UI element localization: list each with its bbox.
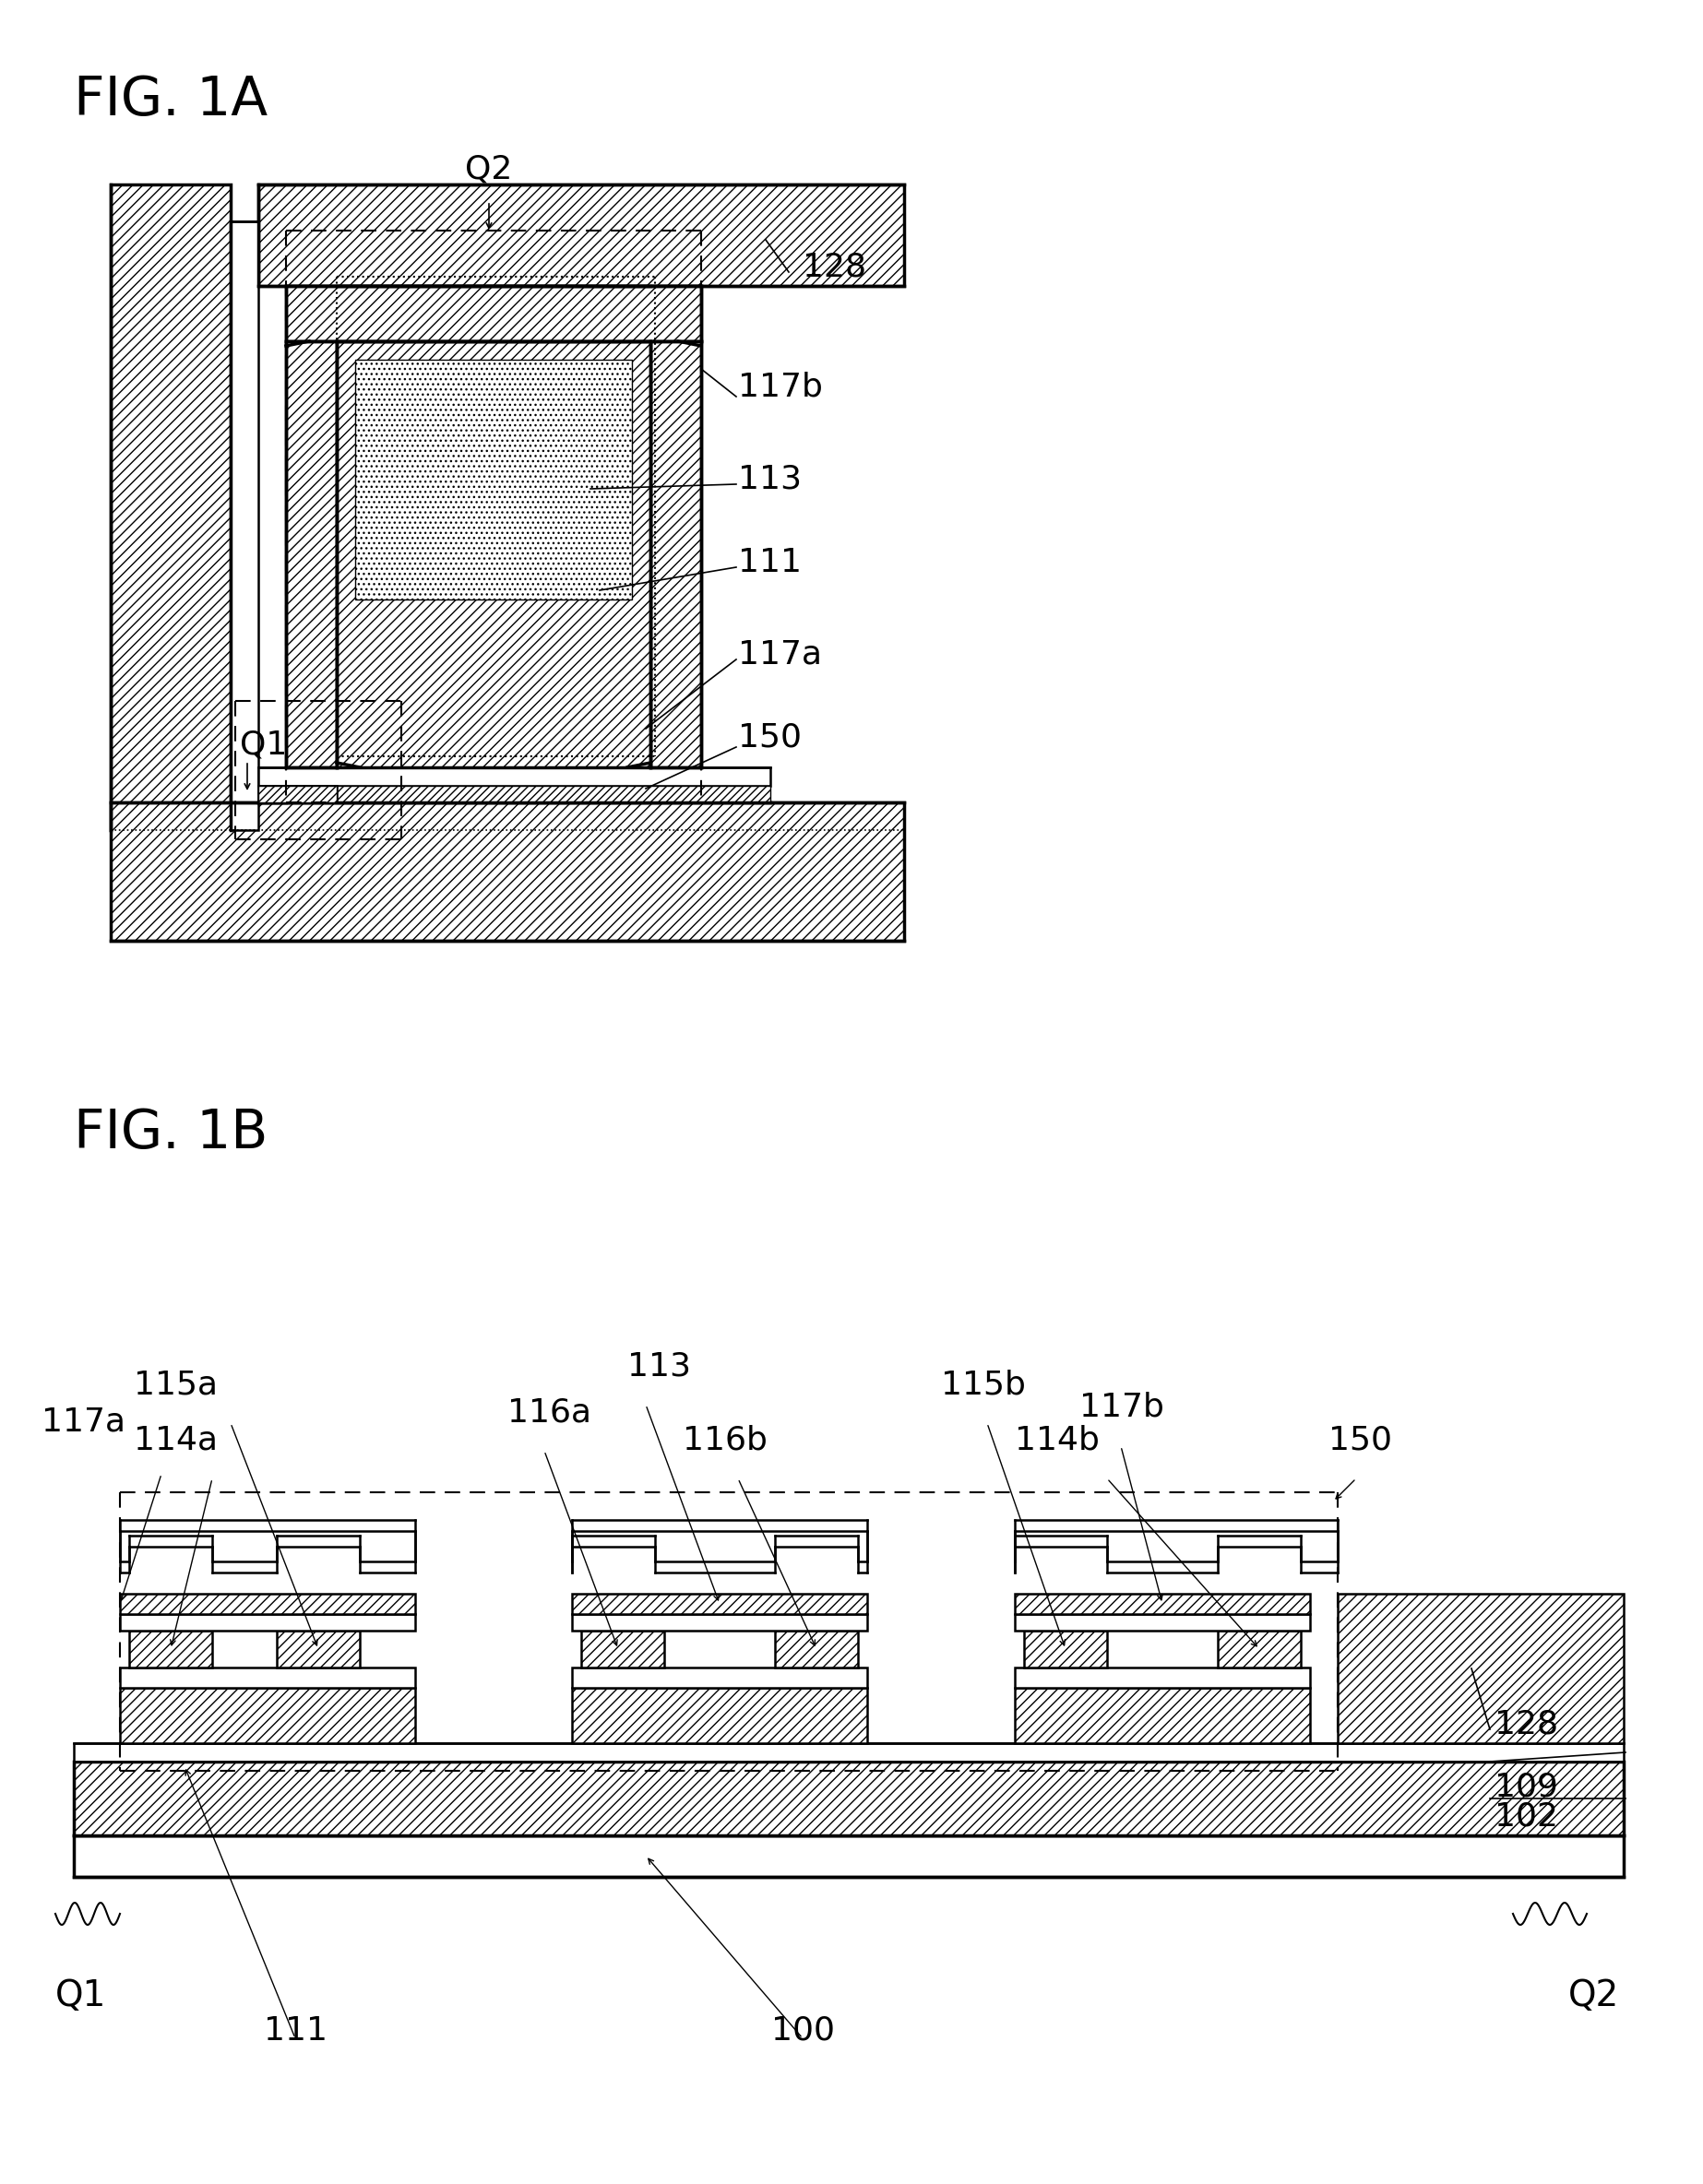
Text: FIG. 1A: FIG. 1A (73, 74, 267, 127)
Text: 113: 113 (627, 1350, 691, 1382)
Bar (129, 1631, 213, 1669)
Text: Q1: Q1 (240, 729, 288, 760)
Bar (259, 786, 286, 802)
Text: 114a: 114a (135, 1424, 218, 1455)
Bar (1337, 1594, 1623, 1743)
Bar (111, 183, 230, 830)
Bar (572, 1614, 867, 1631)
Text: 117a: 117a (737, 640, 823, 670)
Bar (259, 767, 770, 786)
Bar (119, 1594, 416, 1614)
Bar (775, 1631, 858, 1669)
Text: FIG. 1B: FIG. 1B (73, 1107, 267, 1160)
Text: 117b: 117b (1080, 1391, 1165, 1424)
Bar (356, 360, 632, 598)
Text: 117a: 117a (41, 1406, 126, 1437)
Text: Q2: Q2 (465, 153, 513, 183)
Bar (572, 1669, 867, 1688)
Bar (119, 1669, 416, 1688)
Text: 128: 128 (802, 251, 867, 284)
Bar (1015, 1669, 1310, 1688)
Bar (73, 1762, 1623, 1835)
Text: 111: 111 (264, 2016, 327, 2046)
Bar (286, 286, 702, 341)
Bar (1015, 1594, 1310, 1614)
Bar (572, 1594, 867, 1614)
Bar (111, 802, 904, 941)
Bar (73, 1743, 1623, 1762)
Text: 111: 111 (737, 546, 802, 579)
Bar (1015, 1688, 1310, 1743)
Bar (1218, 1631, 1301, 1669)
Bar (73, 1835, 1623, 1876)
Bar (230, 221, 259, 830)
Text: 150: 150 (737, 723, 802, 753)
Text: 109: 109 (1495, 1771, 1558, 1802)
Text: Q2: Q2 (1568, 1979, 1620, 2014)
Text: 113: 113 (737, 463, 802, 496)
Text: 115b: 115b (942, 1369, 1025, 1400)
Bar (651, 341, 702, 767)
Bar (259, 183, 904, 286)
Bar (119, 1688, 416, 1743)
Text: 150: 150 (1328, 1424, 1391, 1455)
Bar (1024, 1631, 1107, 1669)
Text: 102: 102 (1495, 1802, 1558, 1832)
Text: 128: 128 (1495, 1710, 1558, 1741)
Bar (581, 1631, 664, 1669)
Bar (1015, 1614, 1310, 1631)
Bar (259, 786, 770, 802)
Text: Q1: Q1 (56, 1979, 106, 2014)
Text: 116b: 116b (683, 1424, 768, 1455)
Text: 114b: 114b (1015, 1424, 1100, 1455)
Text: 117b: 117b (737, 371, 823, 404)
Text: 115a: 115a (135, 1369, 218, 1400)
Text: 116a: 116a (507, 1396, 591, 1428)
Bar (337, 341, 651, 767)
Bar (286, 786, 337, 802)
Bar (119, 1614, 416, 1631)
Bar (278, 1631, 359, 1669)
Bar (286, 341, 337, 767)
Bar (572, 1688, 867, 1743)
Bar (259, 786, 337, 802)
Text: 100: 100 (771, 2016, 834, 2046)
